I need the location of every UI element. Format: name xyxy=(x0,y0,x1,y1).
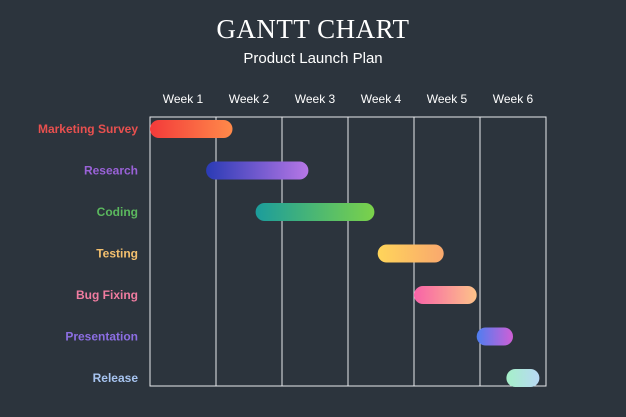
task-bar xyxy=(476,327,513,346)
task-bar xyxy=(377,244,444,263)
week-label: Week 4 xyxy=(361,92,402,106)
week-label: Week 6 xyxy=(493,92,534,106)
task-bar xyxy=(150,120,233,138)
task-bar xyxy=(414,286,477,304)
week-label: Week 2 xyxy=(229,92,270,106)
task-label: Coding xyxy=(97,205,138,219)
week-label: Week 3 xyxy=(295,92,336,106)
chart-subtitle: Product Launch Plan xyxy=(243,50,383,67)
task-label: Release xyxy=(93,371,139,385)
task-bar xyxy=(206,161,309,180)
chart-title: GANTT CHART xyxy=(216,14,410,44)
task-bar xyxy=(506,369,540,387)
task-label: Presentation xyxy=(65,330,138,344)
week-label: Week 1 xyxy=(163,92,204,106)
task-bar xyxy=(255,203,375,221)
week-label: Week 5 xyxy=(427,92,468,106)
task-label: Bug Fixing xyxy=(76,288,138,302)
task-label: Testing xyxy=(96,247,138,261)
task-label: Research xyxy=(84,164,138,178)
task-label: Marketing Survey xyxy=(38,122,138,136)
